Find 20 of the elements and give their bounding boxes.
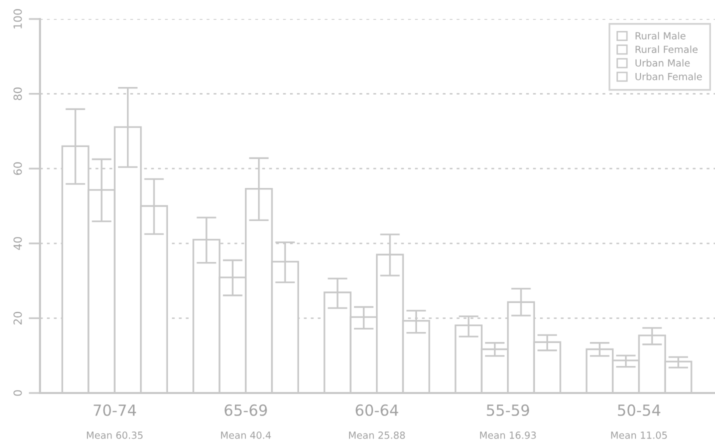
y-tick-label: 60 — [13, 162, 22, 175]
text: Mean 11.05 — [611, 432, 667, 439]
x-tick-label: 65-69 — [224, 404, 267, 416]
x-tick-label: 60-64 — [356, 404, 398, 416]
legend-label: Rural Male — [636, 32, 686, 40]
text: Mean 16.93 — [480, 432, 536, 439]
y-tick-label: 100 — [13, 9, 22, 28]
y-tick-label: 0 — [13, 390, 22, 396]
x-tick-label: 70-74 — [94, 404, 136, 416]
y-tick-label: 20 — [13, 312, 22, 324]
legend-label: Rural Female — [636, 46, 698, 54]
text: Mean 60.35 — [86, 432, 143, 439]
legend-label: Urban Male — [636, 59, 690, 67]
x-tick-label: 50-54 — [618, 404, 660, 416]
y-tick-label: 80 — [13, 87, 22, 100]
text: Mean 25.88 — [349, 432, 405, 439]
x-tick-label: 55-59 — [486, 404, 530, 416]
y-tick-label: 40 — [13, 237, 22, 250]
legend-label: Urban Female — [636, 72, 702, 80]
text: Mean 40.4 — [221, 432, 271, 439]
